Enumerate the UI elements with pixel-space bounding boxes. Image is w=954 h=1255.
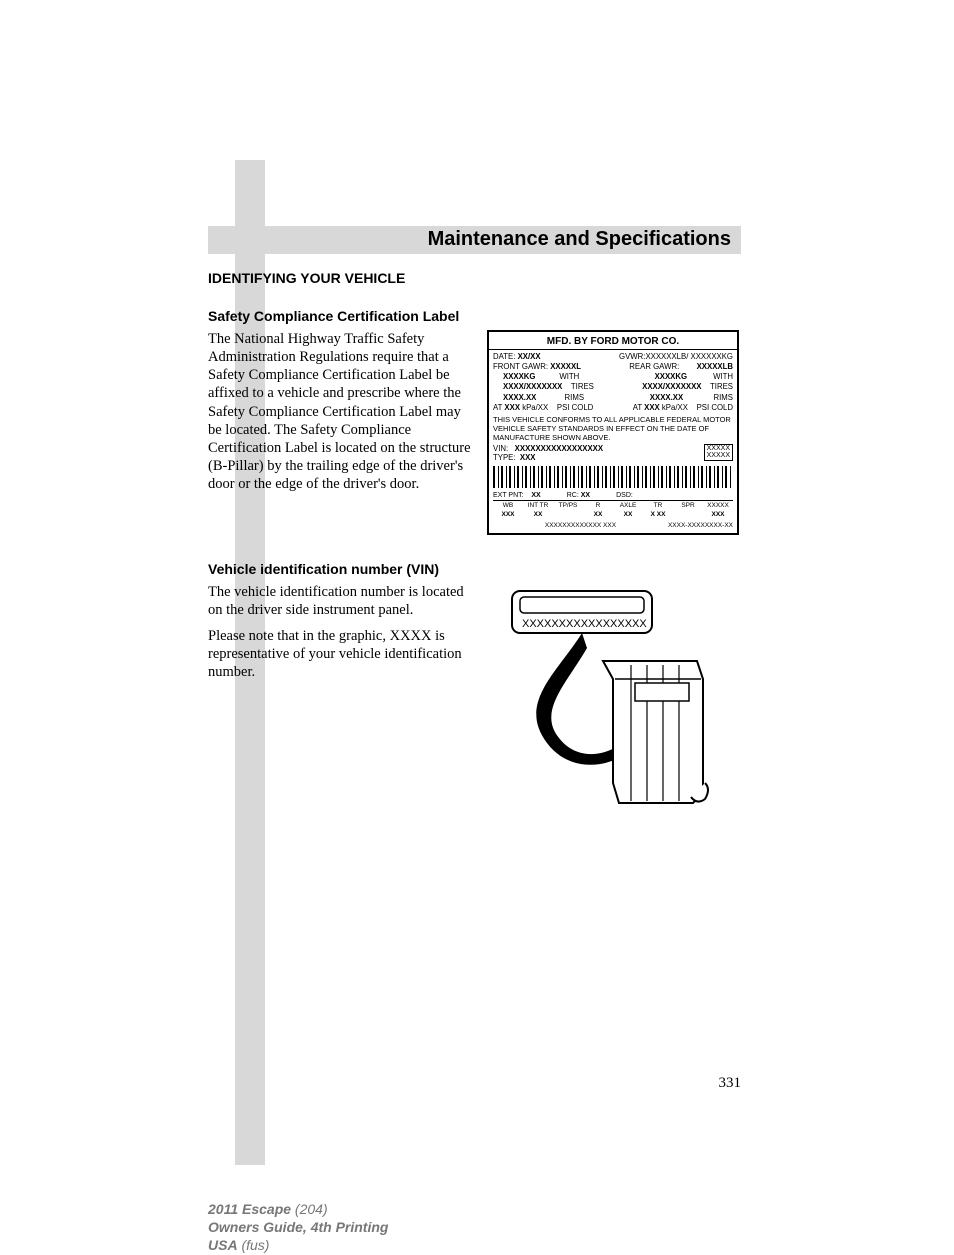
psicold-1: PSI COLD [557, 403, 593, 412]
psi2-rear: kPa/XX [662, 403, 688, 412]
col-r1: R [583, 501, 613, 509]
vin-type-row: VIN: XXXXXXXXXXXXXXXXX TYPE: XXX XXXXX X… [489, 444, 737, 462]
ext-pnt-val: XX [531, 492, 540, 499]
rear-tires-size: XXXX/XXXXXXX [642, 382, 701, 391]
safety-label-section: The National Highway Traffic Safety Admi… [208, 330, 741, 535]
val-r1: XX [583, 510, 613, 518]
type-value: XXX [520, 453, 536, 462]
footer-model: 2011 Escape [208, 1201, 291, 1217]
label-footer-right: XXXX-XXXXXXXX-XX [668, 522, 733, 529]
rims-lbl-2: RIMS [714, 393, 734, 402]
rc-label: RC: [567, 492, 579, 499]
footer-guide: Owners Guide, 4th Printing [208, 1218, 388, 1236]
rear-gawr-value: XXXXXLB [697, 362, 733, 371]
front-tires-size: XXXX/XXXXXXX [503, 382, 562, 391]
chapter-title: Maintenance and Specifications [208, 226, 741, 254]
certification-label-graphic: MFD. BY FORD MOTOR CO. DATE: XX/XX GVWR:… [487, 330, 739, 535]
vin-section: The vehicle identification number is loc… [208, 583, 741, 818]
right-code-box: XXXXX XXXXX [704, 444, 733, 461]
col-spr: SPR [673, 501, 703, 509]
val-inttr: XX [523, 510, 553, 518]
col-tr: TR [643, 501, 673, 509]
rims-lbl-1: RIMS [565, 393, 585, 402]
rear-gawr-label: REAR GAWR: [629, 362, 679, 371]
dsd-label: DSD: [616, 492, 633, 499]
at-1: AT [493, 403, 502, 412]
tires-lbl-2: TIRES [710, 382, 733, 391]
vin-value: XXXXXXXXXXXXXXXXX [515, 444, 603, 453]
tires-lbl-1: TIRES [571, 382, 594, 391]
page-content: IDENTIFYING YOUR VEHICLE Safety Complian… [208, 270, 741, 818]
psi2-front: kPa/XX [522, 403, 548, 412]
box-line1: XXXXX [707, 445, 730, 453]
vin-p1: The vehicle identification number is loc… [208, 583, 473, 619]
page-number: 331 [719, 1075, 742, 1092]
front-gawr-label: FRONT GAWR: [493, 362, 548, 371]
rear-rims-size: XXXX.XX [650, 393, 683, 402]
gvwr-value: GVWR:XXXXXXLB/ XXXXXXKG [619, 352, 733, 362]
val-axle: XX [613, 510, 643, 518]
date-label: DATE: [493, 352, 515, 361]
front-kg: XXXXKG [503, 372, 536, 381]
vin-heading: Vehicle identification number (VIN) [208, 561, 741, 577]
vin-label: VIN: [493, 444, 508, 453]
compliance-statement: THIS VEHICLE CONFORMS TO ALL APPLICABLE … [489, 413, 737, 444]
vin-figure: XXXXXXXXXXXXXXXXX [487, 583, 741, 818]
label-title: MFD. BY FORD MOTOR CO. [489, 332, 737, 350]
rear-kg: XXXXKG [655, 372, 688, 381]
val-tr: X XX [643, 510, 673, 518]
box-line2: XXXXX [707, 452, 730, 460]
with-2: WITH [713, 372, 733, 381]
col-wb: WB [493, 501, 523, 509]
document-footer: 2011 Escape (204) Owners Guide, 4th Prin… [208, 1200, 388, 1255]
at-2: AT [633, 403, 642, 412]
vin-p2: Please note that in the graphic, XXXX is… [208, 627, 473, 681]
identifying-heading: IDENTIFYING YOUR VEHICLE [208, 270, 741, 286]
vin-text: The vehicle identification number is loc… [208, 583, 473, 690]
front-rims-size: XXXX.XX [503, 393, 536, 402]
col-code: XXXXX [703, 501, 733, 509]
label-footer-left: XXXXXXXXXXXXX XXX [545, 522, 616, 529]
footer-fus: (fus) [238, 1237, 270, 1253]
vin-plate-text: XXXXXXXXXXXXXXXXX [522, 618, 647, 630]
footer-code: (204) [291, 1201, 328, 1217]
front-gawr-value: XXXXXL [550, 362, 581, 371]
col-inttr: INT TR [523, 501, 553, 509]
psicold-2: PSI COLD [697, 403, 733, 412]
barcode-graphic [493, 466, 733, 488]
safety-label-heading: Safety Compliance Certification Label [208, 308, 741, 324]
specs-block: EXT PNT: XX RC: XX DSD: WB INT TR TP/PS … [489, 490, 737, 533]
val-code: XXX [703, 510, 733, 518]
col-tpps: TP/PS [553, 501, 583, 509]
footer-region: USA [208, 1237, 238, 1253]
psi1-front: XXX [504, 403, 520, 412]
safety-label-body: The National Highway Traffic Safety Admi… [208, 330, 473, 493]
col-axle: AXLE [613, 501, 643, 509]
psi1-rear: XXX [644, 403, 660, 412]
date-value: XX/XX [518, 352, 541, 361]
type-label: TYPE: [493, 453, 516, 462]
rc-val: XX [581, 492, 590, 499]
vin-dashboard-graphic: XXXXXXXXXXXXXXXXX [487, 583, 720, 813]
safety-label-figure: MFD. BY FORD MOTOR CO. DATE: XX/XX GVWR:… [487, 330, 741, 535]
with-1: WITH [559, 372, 579, 381]
safety-label-text: The National Highway Traffic Safety Admi… [208, 330, 473, 501]
ext-pnt-label: EXT PNT: [493, 492, 524, 499]
val-wb: XXX [493, 510, 523, 518]
